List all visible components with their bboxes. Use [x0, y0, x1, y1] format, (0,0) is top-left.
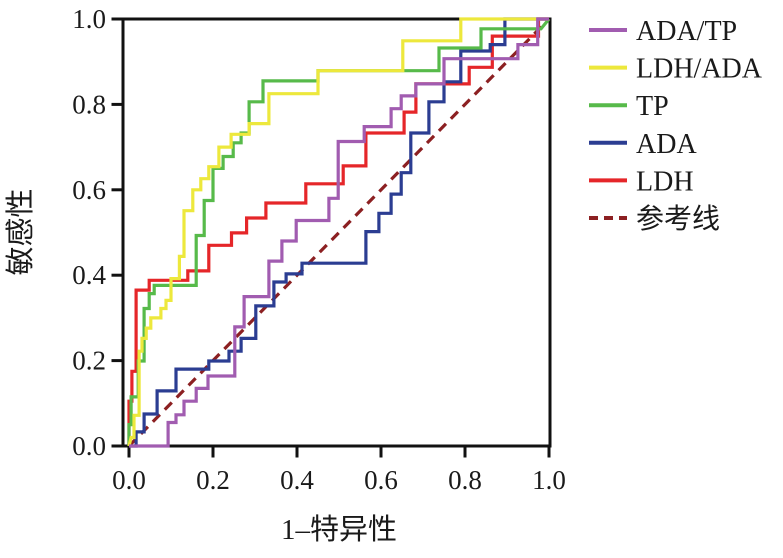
x-tick-label: 1.0	[532, 465, 566, 495]
curve-参考线	[127, 17, 551, 448]
legend-label-ADA-TP: ADA/TP	[636, 16, 737, 47]
x-axis-title: 1–特异性	[281, 513, 397, 546]
x-tick-label: 0.4	[280, 465, 314, 495]
y-axis-title: 敏感性	[4, 188, 37, 275]
legend-label-LDH: LDH	[636, 166, 694, 197]
legend-label-ADA: ADA	[636, 129, 697, 160]
plot-border	[121, 17, 552, 448]
y-tick-label: 0.8	[72, 89, 106, 119]
x-tick-label: 0.0	[112, 465, 146, 495]
x-tick-label: 0.8	[448, 465, 482, 495]
y-tick-label: 1.0	[72, 4, 106, 34]
curve-LDH	[127, 17, 549, 446]
y-tick-label: 0.2	[72, 346, 106, 376]
legend-label-参考线: 参考线	[636, 203, 720, 235]
legend-label-TP: TP	[636, 91, 669, 122]
legend-label-LDH-ADA: LDH/ADA	[636, 54, 763, 85]
y-tick-label: 0.0	[72, 431, 106, 461]
y-tick-label: 0.4	[72, 260, 106, 290]
curve-ADA-TP	[129, 17, 549, 448]
y-tick-label: 0.6	[72, 175, 106, 205]
x-tick-label: 0.6	[364, 465, 398, 495]
curve-LDH-ADA	[127, 17, 549, 447]
x-tick-label: 0.2	[196, 465, 230, 495]
